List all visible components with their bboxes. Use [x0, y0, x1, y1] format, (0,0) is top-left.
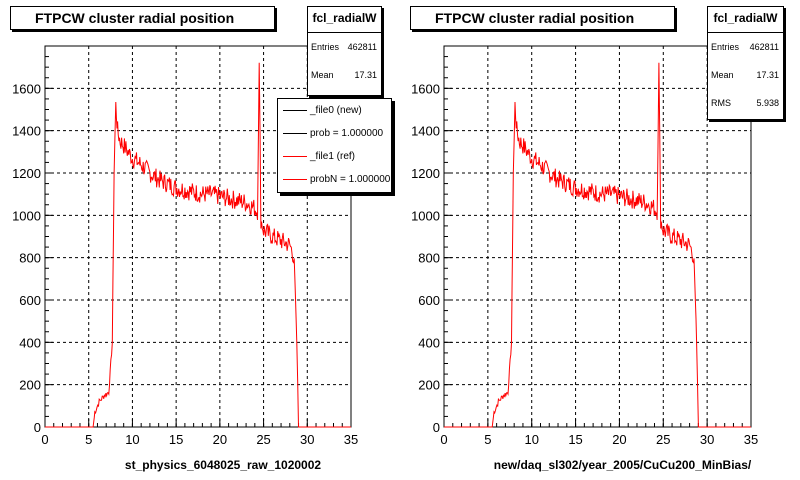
- legend-label: prob = 1.000000: [310, 128, 384, 139]
- legend-swatch: [283, 156, 307, 157]
- y-tick-label: 1400: [12, 124, 41, 139]
- legend-label: _file1 (ref): [310, 151, 356, 162]
- y-tick-label: 1200: [12, 166, 41, 181]
- stats-name: fcl_radialW: [308, 7, 381, 33]
- x-tick-label: 30: [300, 432, 314, 447]
- y-tick-label: 0: [34, 420, 41, 435]
- stats-key: RMS: [711, 98, 731, 108]
- chart-title-left: FTPCW cluster radial position: [10, 6, 275, 30]
- stats-row-rms: RMS 5.938: [708, 89, 783, 117]
- series-line: [45, 62, 351, 428]
- x-axis-label: new/daq_sl302/year_2005/CuCu200_MinBias/: [494, 458, 752, 472]
- x-tick-label: 0: [41, 432, 48, 447]
- y-tick-label: 0: [433, 420, 440, 435]
- stats-box-left: fcl_radialW Entries 462811 Mean 17.31: [307, 6, 382, 96]
- y-tick-label: 1200: [411, 166, 440, 181]
- x-tick-label: 35: [344, 432, 358, 447]
- stats-key: Mean: [711, 70, 734, 80]
- y-tick-label: 200: [19, 378, 41, 393]
- stats-row-entries: Entries 462811: [708, 33, 783, 61]
- legend-label: _file0 (new): [310, 105, 362, 116]
- chart-panel: 0 5 10 15 20 25 30 35 0 200 400 600 800 1000 1200 1400 1…: [411, 45, 758, 472]
- legend-swatch: [283, 133, 307, 134]
- stats-row-entries: Entries 462811: [308, 33, 381, 61]
- x-axis-label: st_physics_6048025_raw_1020002: [125, 458, 321, 472]
- stats-box-right: fcl_radialW Entries 462811 Mean 17.31 RM…: [707, 6, 784, 120]
- stats-row-mean: Mean 17.31: [308, 61, 381, 89]
- y-tick-label: 200: [418, 378, 440, 393]
- stats-name: fcl_radialW: [708, 7, 783, 33]
- legend-label: probN = 1.000000: [310, 174, 391, 185]
- legend-left: _file0 (new) prob = 1.000000 _file1 (ref…: [277, 98, 392, 193]
- chart-title-right: FTPCW cluster radial position: [410, 6, 675, 30]
- x-tick-label: 15: [169, 432, 183, 447]
- stats-value: 462811: [347, 42, 377, 52]
- x-tick-label: 25: [256, 432, 270, 447]
- stats-value: 462811: [749, 42, 779, 52]
- y-tick-label: 600: [19, 293, 41, 308]
- y-tick-label: 1400: [411, 124, 440, 139]
- stats-row-mean: Mean 17.31: [708, 61, 783, 89]
- legend-entry: _file0 (new): [278, 99, 391, 122]
- series-line: [444, 62, 751, 428]
- y-tick-label: 800: [19, 251, 41, 266]
- chart-panel: 0 5 10 15 20 25 30 35 0 200 400 600 800 1000 1200 1400 1…: [12, 45, 358, 472]
- y-tick-label: 1600: [411, 81, 440, 96]
- stats-key: Entries: [311, 42, 340, 52]
- legend-entry: _file1 (ref): [278, 145, 391, 168]
- x-tick-label: 10: [524, 432, 538, 447]
- y-tick-label: 1000: [12, 208, 41, 223]
- x-tick-label: 20: [213, 432, 227, 447]
- x-tick-label: 30: [700, 432, 714, 447]
- legend-entry: probN = 1.000000: [278, 168, 391, 191]
- x-tick-label: 20: [612, 432, 626, 447]
- y-tick-label: 800: [418, 251, 440, 266]
- stats-value: 17.31: [756, 70, 779, 80]
- stats-key: Entries: [711, 42, 740, 52]
- legend-swatch: [283, 179, 307, 180]
- x-tick-label: 0: [440, 432, 447, 447]
- x-tick-label: 10: [125, 432, 139, 447]
- legend-swatch: [283, 110, 307, 111]
- x-tick-label: 5: [85, 432, 92, 447]
- x-tick-label: 35: [744, 432, 758, 447]
- y-tick-label: 1000: [411, 208, 440, 223]
- legend-entry: prob = 1.000000: [278, 122, 391, 145]
- x-tick-label: 25: [656, 432, 670, 447]
- stats-key: Mean: [311, 70, 334, 80]
- x-tick-label: 15: [568, 432, 582, 447]
- y-tick-label: 400: [19, 335, 41, 350]
- x-tick-label: 5: [484, 432, 491, 447]
- y-tick-label: 600: [418, 293, 440, 308]
- y-tick-label: 1600: [12, 81, 41, 96]
- plot-frame: [443, 45, 752, 428]
- stats-value: 17.31: [354, 70, 377, 80]
- y-tick-label: 400: [418, 335, 440, 350]
- stats-value: 5.938: [756, 98, 779, 108]
